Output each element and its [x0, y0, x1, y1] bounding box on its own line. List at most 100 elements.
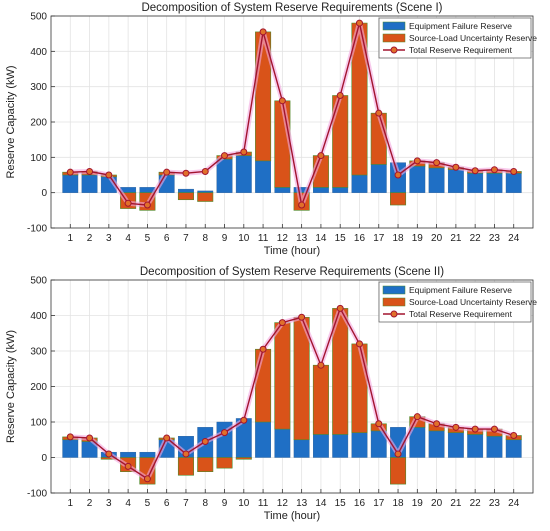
x-tick-label: 10 [238, 498, 250, 509]
y-tick-label: 400 [30, 47, 47, 58]
bar-source-load-uncertainty [274, 322, 291, 430]
total-reserve-point [163, 434, 171, 442]
total-reserve-point [433, 159, 441, 167]
chart-title: Decomposition of System Reserve Requirem… [141, 2, 442, 14]
x-tick-label: 7 [183, 233, 189, 244]
bar-equipment-failure [467, 434, 484, 458]
y-tick-label: 200 [30, 118, 47, 129]
x-tick-label: 9 [222, 233, 228, 244]
x-tick-label: 12 [277, 498, 289, 509]
x-tick-label: 3 [106, 233, 112, 244]
total-reserve-point [278, 319, 286, 327]
x-tick-label: 24 [508, 498, 520, 509]
bar-equipment-failure [313, 434, 329, 458]
legend-swatch [382, 33, 406, 43]
x-tick-label: 11 [258, 233, 269, 244]
total-reserve-point [375, 420, 383, 428]
bar-equipment-failure [313, 187, 329, 193]
legend-label: Equipment Failure Reserve [409, 21, 512, 31]
bar-equipment-failure [505, 173, 522, 193]
y-tick-label: -100 [27, 224, 47, 235]
total-reserve-point [124, 199, 132, 207]
bar-source-load-uncertainty [197, 457, 214, 472]
x-tick-label: 13 [296, 233, 308, 244]
x-tick-label: 2 [87, 498, 93, 509]
total-reserve-point [86, 434, 94, 442]
total-reserve-point [124, 462, 132, 470]
total-reserve-point [182, 169, 190, 177]
x-tick-label: 15 [335, 498, 347, 509]
total-reserve-point [394, 171, 402, 179]
total-reserve-point [221, 429, 229, 437]
x-tick-label: 23 [489, 233, 501, 244]
total-reserve-point [317, 361, 325, 369]
x-tick-label: 10 [238, 233, 250, 244]
total-reserve-point [336, 92, 344, 99]
x-tick-label: 3 [106, 498, 112, 509]
total-reserve-point [221, 152, 229, 160]
x-tick-label: 15 [335, 233, 347, 244]
bar-equipment-failure [428, 430, 445, 458]
x-tick-label: 6 [164, 498, 170, 509]
x-tick-label: 18 [392, 498, 404, 509]
total-reserve-point [413, 413, 421, 421]
bar-source-load-uncertainty [235, 457, 252, 460]
y-tick-label: 200 [30, 382, 47, 393]
legend: Equipment Failure Reserve Source-Load Unc… [378, 17, 537, 59]
bar-equipment-failure [486, 436, 503, 458]
bar-equipment-failure [235, 155, 252, 193]
bar-equipment-failure [178, 188, 194, 193]
total-reserve-point [433, 420, 441, 428]
x-axis-label: Time (hour) [264, 245, 320, 257]
x-axis-label: Time (hour) [264, 510, 320, 522]
y-axis-label: Reserve Capacity (kW) [5, 330, 17, 443]
total-reserve-point [490, 166, 498, 174]
total-reserve-point [413, 157, 421, 165]
bar-equipment-failure [428, 167, 445, 193]
x-tick-label: 14 [315, 233, 327, 244]
x-tick-label: 14 [315, 498, 327, 509]
total-reserve-point [105, 450, 113, 458]
bar-source-load-uncertainty [177, 192, 194, 201]
legend-label: Equipment Failure Reserve [409, 285, 512, 295]
total-reserve-point [66, 433, 74, 441]
bar-equipment-failure [370, 164, 387, 193]
legend-swatch [382, 297, 406, 307]
x-tick-label: 5 [145, 233, 151, 244]
total-reserve-point [105, 171, 113, 179]
legend-label: Source-Load Uncertainty Reserve [409, 33, 537, 43]
bar-equipment-failure [120, 451, 137, 458]
x-tick-label: 1 [67, 498, 73, 509]
x-tick-label: 17 [373, 498, 385, 509]
bar-equipment-failure [467, 173, 484, 193]
total-reserve-point [471, 425, 479, 433]
bar-equipment-failure [351, 174, 368, 193]
total-reserve-point [240, 148, 248, 156]
legend-label: Source-Load Uncertainty Reserve [409, 297, 537, 307]
legend-label: Total Reserve Requirement [409, 309, 513, 319]
total-reserve-point [336, 304, 344, 312]
total-reserve-point [298, 201, 306, 209]
y-tick-label: 0 [41, 453, 47, 464]
x-tick-label: 22 [470, 233, 482, 244]
total-reserve-point [510, 431, 518, 439]
y-tick-label: 500 [30, 276, 47, 287]
x-tick-label: 16 [354, 233, 366, 244]
total-reserve-point [86, 167, 94, 175]
total-reserve-point [259, 28, 267, 36]
legend-marker [390, 46, 398, 54]
x-tick-label: 11 [258, 498, 269, 509]
chart-title: Decomposition of System Reserve Requirem… [140, 266, 444, 278]
y-tick-label: 300 [30, 347, 47, 358]
x-tick-label: 17 [373, 233, 385, 244]
x-tick-label: 24 [508, 233, 520, 244]
bar-equipment-failure [255, 160, 271, 193]
total-reserve-point [66, 168, 74, 176]
x-tick-label: 8 [202, 233, 208, 244]
total-reserve-point [394, 450, 402, 458]
legend-swatch [382, 285, 406, 295]
total-reserve-point [355, 19, 363, 27]
